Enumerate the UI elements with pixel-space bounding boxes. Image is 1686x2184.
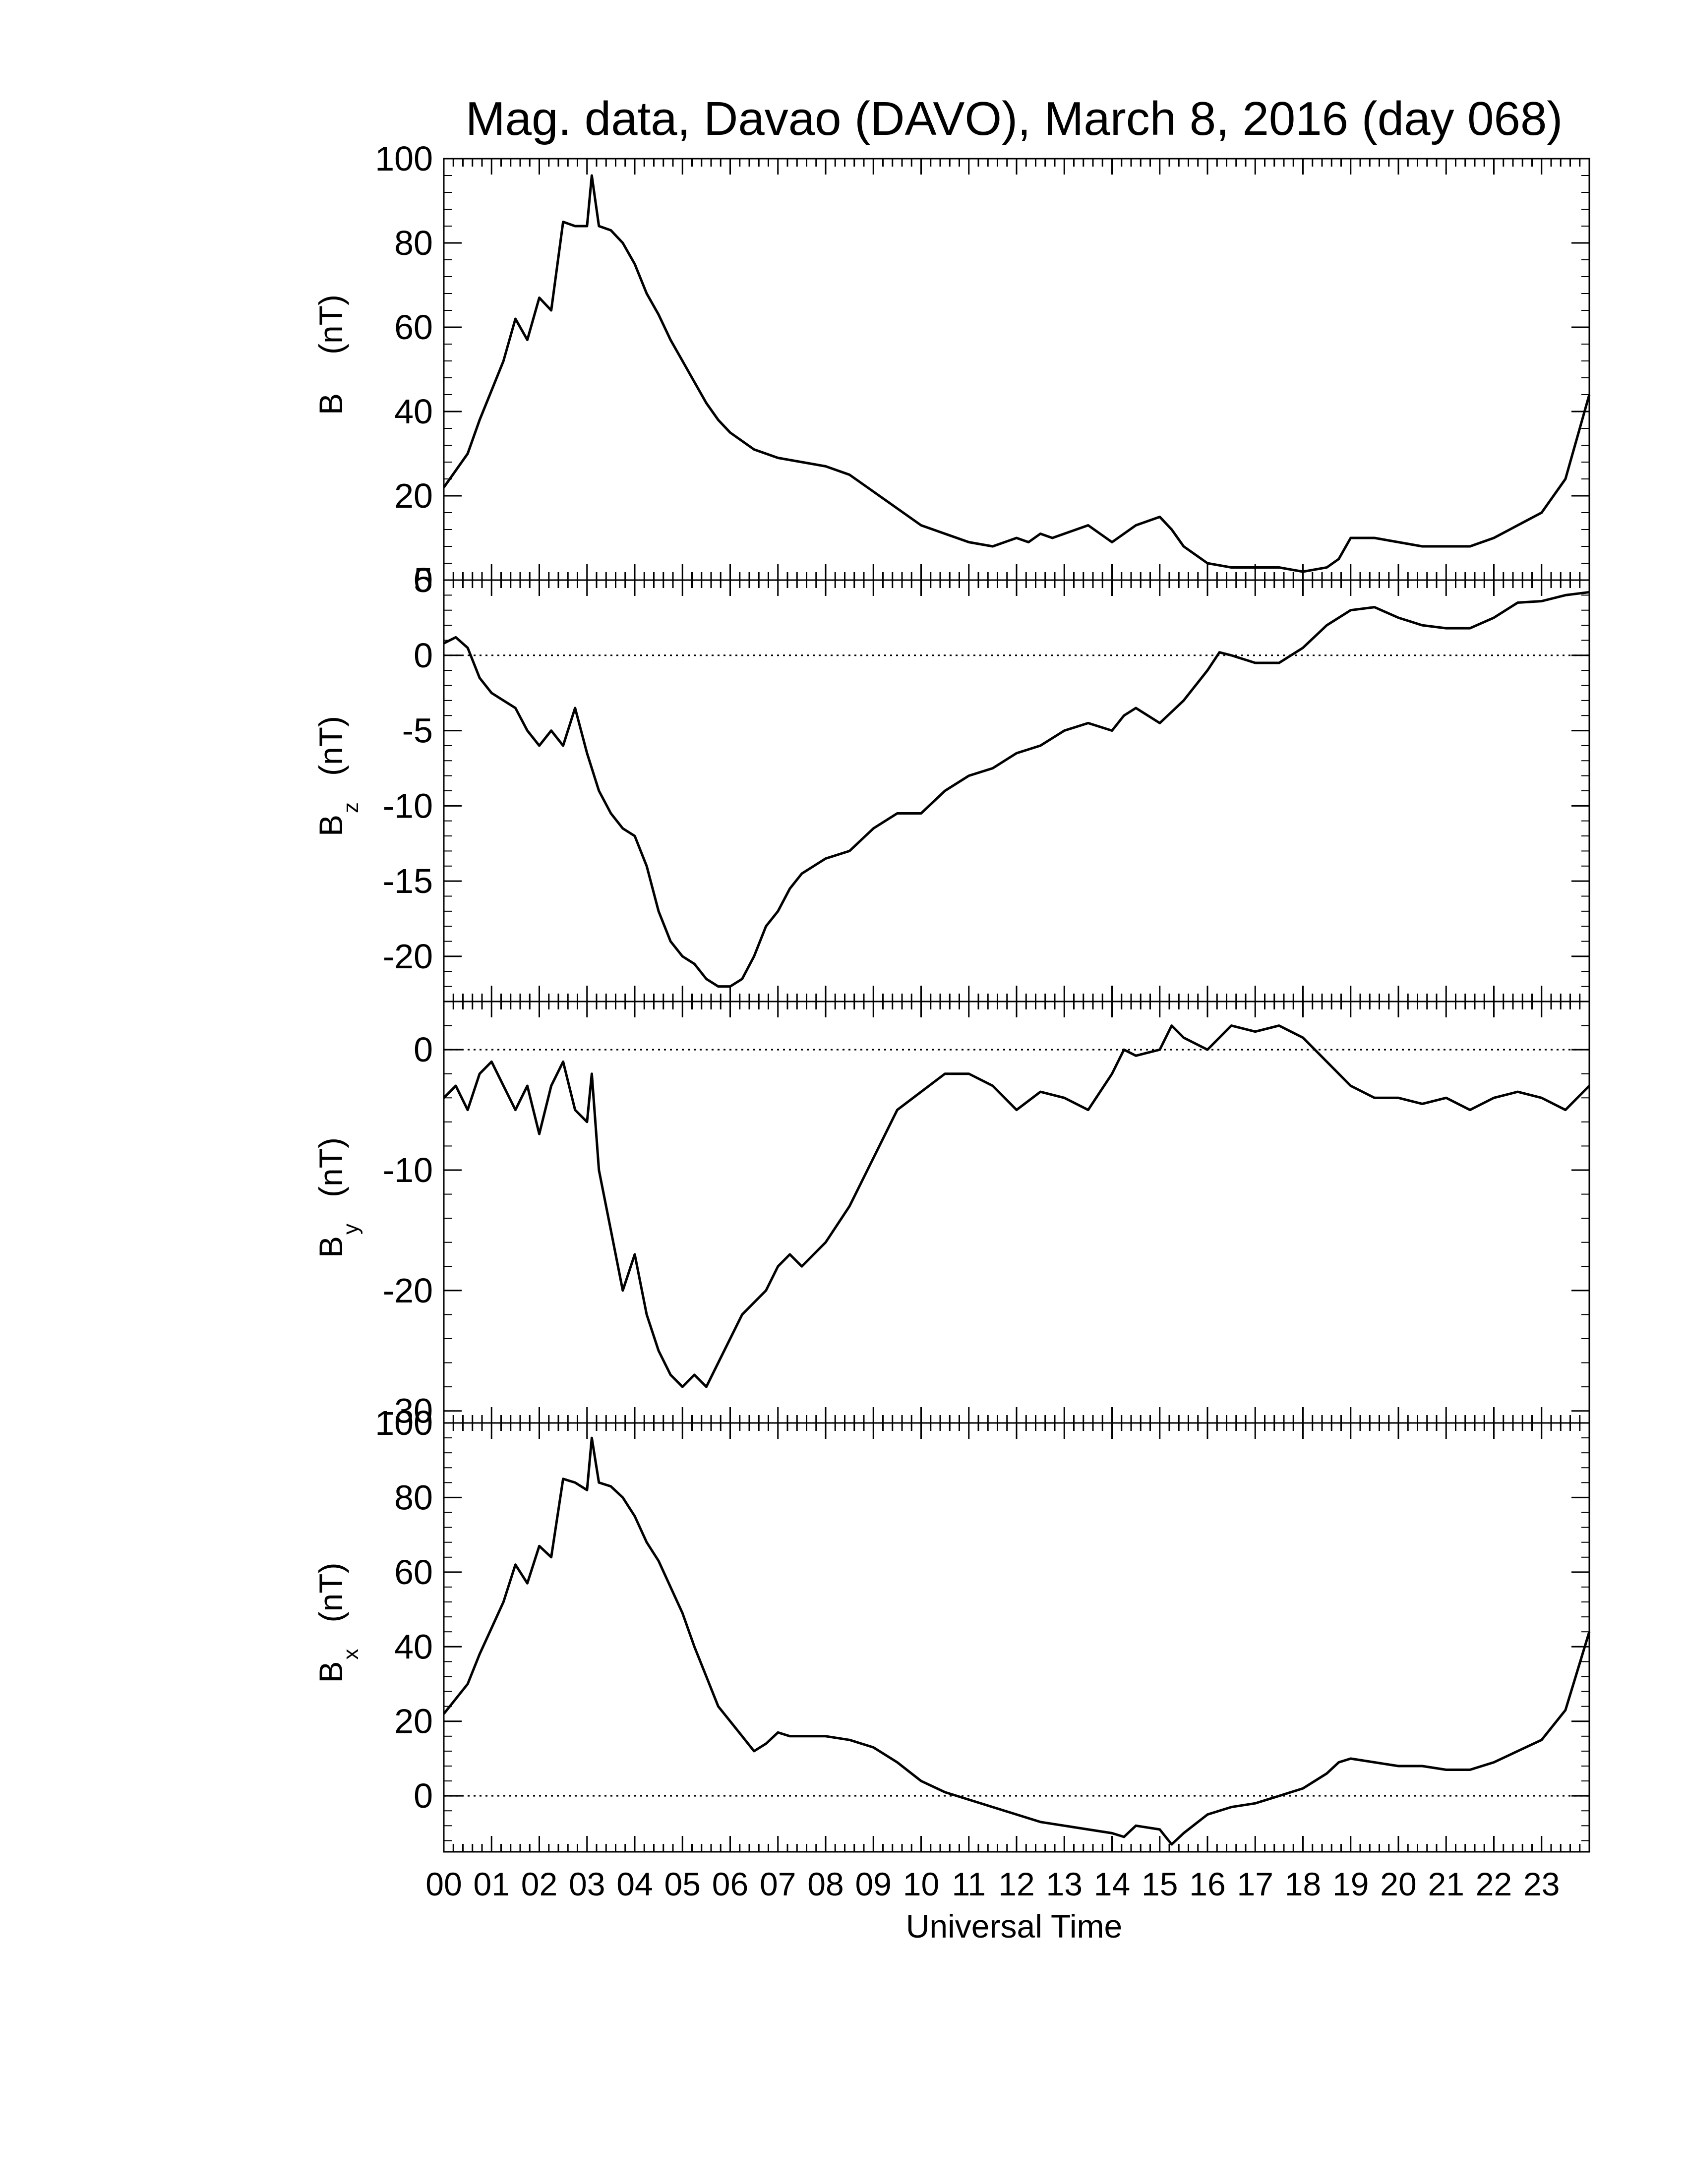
chart-title: Mag. data, Davao (DAVO), March 8, 2016 (… [466,92,1563,145]
x-tick-label: 20 [1380,1866,1416,1902]
x-tick-label: 21 [1428,1866,1464,1902]
y-tick-label: -20 [383,1271,433,1310]
x-tick-label: 14 [1094,1866,1130,1902]
x-tick-label: 22 [1476,1866,1512,1902]
panel-x: 0 20 40 60 80 100 Bx (nT) [312,1404,1591,1853]
y-axis-label-main: B [312,1661,349,1683]
y-axis-label-main: B [312,815,349,836]
x-tick-label: 07 [760,1866,796,1902]
time-axis: 00 01 02 03 04 05 06 07 08 09 10 11 12 13 14 15 16 17 18 19… [425,1866,1560,1902]
y-axis-label-unit: (nT) [312,716,349,776]
panel-y: -30 -20 -10 0 By (nT) [312,1001,1590,1430]
y-tick-label: -10 [383,786,433,825]
y-tick-label: 0 [414,636,433,675]
y-tick-label: 40 [394,392,433,431]
y-tick-label: 60 [394,1553,433,1592]
y-axis-label-unit: (nT) [312,1137,349,1197]
y-axis-label-subscript: x [339,1649,363,1660]
y-tick-label: 100 [375,1404,433,1442]
y-tick-label: 5 [414,561,433,599]
x-tick-label: 06 [712,1866,748,1902]
y-axis-label-unit: (nT) [312,295,349,354]
x-axis-label: Universal Time [906,1908,1122,1945]
y-tick-label: -10 [383,1151,433,1189]
y-axis-label-main: B [312,393,349,415]
x-tick-label: 10 [903,1866,939,1902]
y-axis-label-subscript: z [339,802,363,813]
x-tick-label: 04 [616,1866,653,1902]
y-tick-label: 100 [375,139,433,178]
series-line [443,590,1590,988]
y-tick-label: 40 [394,1627,433,1666]
x-tick-label: 01 [474,1866,510,1902]
x-tick-label: 17 [1237,1866,1273,1902]
y-tick-label: 0 [414,561,433,599]
y-axis-label: Bx (nT) [312,1563,363,1683]
y-tick-label: -5 [402,711,433,750]
chart-panels: 020406080100B(nT)-20-15-10-505Bz(nT)-30-… [312,139,1591,1853]
x-tick-label: 16 [1189,1866,1225,1902]
x-tick-label: 05 [664,1866,701,1902]
y-tick-label: -20 [383,937,433,976]
y-tick-label: 60 [394,308,433,347]
y-axis-label: Bz (nT) [312,716,363,836]
x-tick-label: 09 [855,1866,892,1902]
y-tick-label: 20 [394,476,433,515]
series-line [442,174,1591,573]
y-axis-label-subscript: y [339,1224,363,1235]
x-tick-label: 02 [521,1866,557,1902]
y-tick-label: -30 [383,1392,433,1430]
series-line [443,1024,1590,1388]
x-tick-label: 13 [1046,1866,1083,1902]
x-tick-label: 19 [1332,1866,1369,1902]
y-axis-label-main: B [312,1236,349,1258]
x-tick-label: 23 [1523,1866,1560,1902]
y-axis-label: B (nT) [312,295,349,415]
x-tick-label: 03 [569,1866,605,1902]
x-tick-label: 08 [807,1866,843,1902]
y-tick-label: -15 [383,862,433,900]
x-tick-label: 12 [998,1866,1034,1902]
y-axis-label: By (nT) [312,1137,363,1258]
panel-total: 0 20 40 60 80 100 B (nT) [312,139,1591,599]
y-tick-label: 80 [394,1478,433,1517]
y-axis-label-unit: (nT) [312,1563,349,1623]
series-line [443,1436,1591,1846]
y-tick-label: 0 [414,1776,433,1815]
y-tick-label: 80 [394,224,433,262]
x-tick-label: 00 [425,1866,462,1902]
x-tick-label: 18 [1285,1866,1321,1902]
x-tick-label: 11 [952,1866,986,1902]
y-tick-label: 20 [394,1702,433,1741]
x-tick-label: 15 [1142,1866,1178,1902]
y-tick-label: 0 [414,1030,433,1069]
